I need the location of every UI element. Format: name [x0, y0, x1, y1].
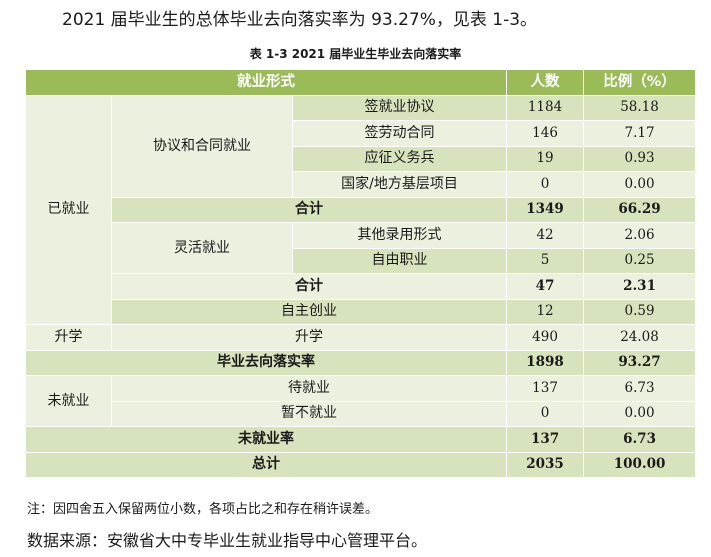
row-label: 签劳动合同	[291, 120, 508, 147]
row-label: 合计	[110, 196, 508, 223]
employment-table: 就业形式 人数 比例（%） 已就业 协议和合同就业 签就业协议 1184 58.…	[24, 69, 697, 478]
row-count: 2035	[506, 451, 585, 478]
row-ratio: 0.00	[583, 400, 697, 427]
table-row: 未就业 待就业 137 6.73	[25, 375, 697, 427]
row-ratio: 100.00	[583, 451, 697, 478]
table-caption: 表 1-3 2021 届毕业生毕业去向落实率	[249, 47, 462, 61]
row-count: 137	[506, 426, 585, 453]
row-count: 42	[506, 222, 585, 249]
table-note: 注：因四舍五入保留两位小数，各项占比之和存在稍许误差。	[27, 502, 379, 517]
table-row-total: 未就业率 137 6.73	[24, 426, 697, 453]
header-form: 就业形式	[24, 69, 508, 96]
table-row: 暂不就业 0 0.00	[26, 400, 697, 427]
header-ratio: 比例（%）	[583, 69, 697, 96]
row-count: 5	[506, 247, 585, 274]
table-row: 已就业 协议和合同就业 签就业协议 1184 58.18	[25, 94, 697, 325]
row-count: 19	[506, 145, 585, 172]
row-count: 490	[506, 324, 585, 351]
data-source: 数据来源：安徽省大中专毕业生就业指导中心管理平台。	[27, 531, 428, 550]
row-count: 137	[506, 375, 585, 402]
row-ratio: 0.25	[583, 247, 697, 274]
row-label: 自由职业	[291, 247, 508, 274]
row-ratio: 2.31	[583, 273, 697, 300]
row-label: 国家/地方基层项目	[291, 171, 508, 198]
table-row-total: 毕业去向落实率 1898 93.27	[24, 349, 697, 376]
row-ratio: 0.93	[583, 145, 697, 172]
group-employed: 已就业	[25, 94, 112, 325]
row-count: 146	[506, 120, 585, 147]
group-further: 升学	[25, 324, 112, 351]
table-row-total: 总计 2035 100.00	[24, 451, 697, 478]
row-label: 待就业	[110, 375, 508, 402]
row-ratio: 6.73	[583, 375, 697, 402]
row-label: 升学	[110, 324, 508, 351]
group-unemployed: 未就业	[25, 375, 112, 427]
table-row: 自主创业 12 0.59	[26, 298, 697, 325]
table-row: 签劳动合同 146 7.17	[26, 120, 697, 147]
row-count: 1349	[506, 196, 585, 223]
row-count: 1184	[506, 94, 585, 121]
row-count: 0	[506, 171, 585, 198]
row-label: 签就业协议	[291, 94, 508, 121]
row-count: 47	[506, 273, 585, 300]
row-label: 暂不就业	[110, 400, 508, 427]
header-count: 人数	[506, 69, 585, 96]
table-row-subtotal: 合计 1349 66.29	[26, 196, 697, 223]
table-row: 灵活就业 其他录用形式 42 2.06	[26, 222, 697, 274]
group-agreement: 协议和合同就业	[111, 94, 293, 198]
row-label: 总计	[24, 451, 508, 478]
table-header-row: 就业形式 人数 比例（%）	[24, 69, 697, 96]
row-label: 毕业去向落实率	[24, 349, 508, 376]
row-label: 应征义务兵	[291, 145, 508, 172]
row-ratio: 58.18	[583, 94, 697, 121]
row-ratio: 6.73	[583, 426, 697, 453]
table-row: 应征义务兵 19 0.93	[26, 145, 697, 172]
row-ratio: 2.06	[583, 222, 697, 249]
row-label: 自主创业	[110, 298, 508, 325]
row-count: 12	[506, 298, 585, 325]
row-count: 0	[506, 400, 585, 427]
row-ratio: 66.29	[583, 196, 697, 223]
row-count: 1898	[506, 349, 585, 376]
row-label: 合计	[110, 273, 508, 300]
row-ratio: 24.08	[583, 324, 697, 351]
row-label: 未就业率	[24, 426, 508, 453]
group-flexible: 灵活就业	[111, 222, 293, 274]
table-row-subtotal: 合计 47 2.31	[26, 273, 697, 300]
intro-paragraph: 2021 届毕业生的总体毕业去向落实率为 93.27%，见表 1-3。	[62, 10, 538, 30]
row-ratio: 0.00	[583, 171, 697, 198]
table-row: 升学 升学 490 24.08	[25, 324, 697, 351]
row-ratio: 0.59	[583, 298, 697, 325]
row-ratio: 93.27	[583, 349, 697, 376]
row-ratio: 7.17	[583, 120, 697, 147]
row-label: 其他录用形式	[291, 222, 508, 249]
